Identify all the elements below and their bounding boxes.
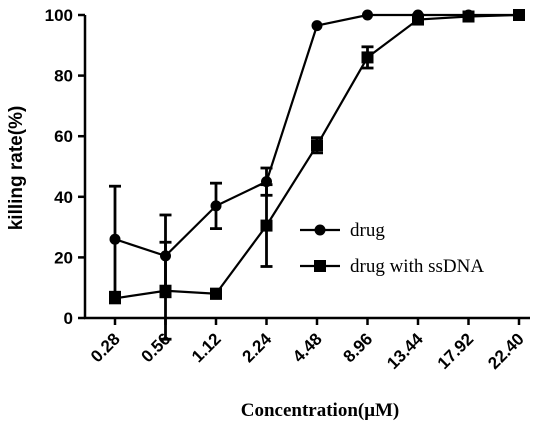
data-point (362, 9, 373, 21)
data-point (210, 287, 222, 300)
data-point (513, 9, 525, 21)
series-line (114, 13, 519, 258)
legend-label: drug with ssDNA (350, 256, 484, 277)
data-point (462, 10, 475, 23)
y-ticks: 0 20 40 60 80 100 (45, 6, 85, 328)
data-point (109, 292, 121, 305)
x-axis-title: Concentration(μM) (241, 400, 400, 421)
data-point (361, 51, 374, 64)
data-point (210, 200, 222, 212)
x-tick-label: 13.44 (383, 329, 427, 373)
y-tick-label: 40 (54, 188, 73, 207)
x-tick-label: 2.24 (238, 329, 275, 366)
x-tick-label: 17.92 (434, 329, 478, 373)
data-point (109, 233, 121, 245)
data-point (159, 284, 172, 297)
data-point (311, 20, 323, 32)
y-tick-label: 100 (45, 6, 73, 25)
data-point (412, 13, 424, 26)
y-tick-label: 80 (54, 67, 73, 86)
legend-marker (314, 260, 326, 272)
series-2 (109, 9, 525, 341)
legend: drug drug with ssDNA (300, 220, 484, 277)
data-point (260, 219, 273, 232)
x-tick-label: 1.12 (188, 329, 225, 366)
x-tick-label: 8.96 (339, 329, 376, 366)
x-ticks: 0.28 0.56 1.12 2.24 4.48 8.96 13.44 17.92 22.40 (87, 318, 528, 373)
axes (83, 15, 530, 320)
y-tick-label: 20 (54, 248, 73, 267)
x-tick-label: 0.28 (87, 329, 124, 366)
legend-item-2: drug with ssDNA (300, 256, 484, 277)
y-tick-label: 0 (64, 309, 73, 328)
legend-marker (314, 224, 326, 236)
legend-label: drug (350, 220, 385, 241)
y-tick-label: 60 (54, 127, 73, 146)
x-tick-label: 22.40 (484, 329, 528, 373)
legend-item-1: drug (300, 220, 385, 241)
x-tick-label: 4.48 (289, 329, 326, 366)
series-group (109, 9, 525, 341)
data-point (311, 139, 323, 152)
x-tick-label: 0.56 (137, 329, 174, 366)
y-axis-title: killing rate(%) (6, 106, 27, 231)
